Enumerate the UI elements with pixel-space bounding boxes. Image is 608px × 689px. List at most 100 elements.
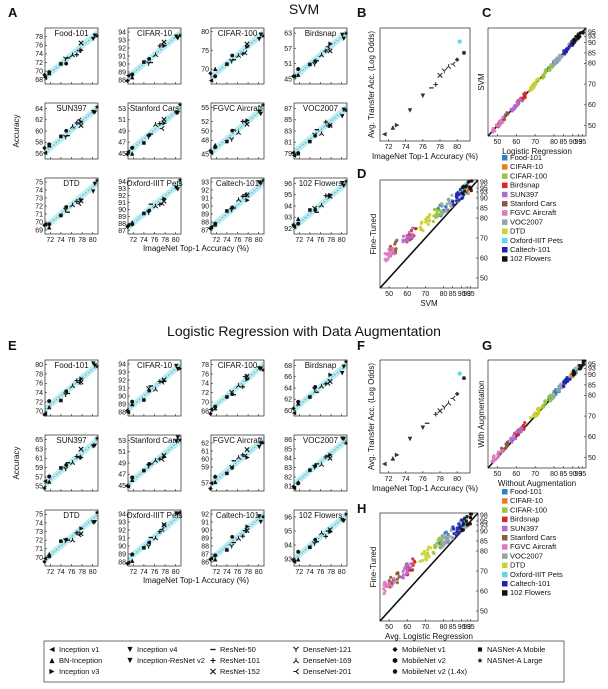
fit-line <box>127 107 182 153</box>
y-tick-label: 88 <box>201 219 209 226</box>
data-point <box>461 528 465 532</box>
data-point <box>162 196 167 201</box>
x-tick-label: 74 <box>57 569 65 576</box>
x-tick-label: 78 <box>327 237 335 244</box>
y-tick-label: 60 <box>35 128 43 135</box>
data-point <box>313 59 318 63</box>
x-tick-label: 76 <box>151 237 159 244</box>
subplot-title: SUN397 <box>56 436 87 445</box>
x-tick-label: 76 <box>419 144 427 151</box>
data-point <box>461 522 466 526</box>
subplot-title: Caltech-101 <box>216 179 260 188</box>
data-point <box>447 534 452 539</box>
data-point <box>512 437 516 441</box>
legend-label: 102 Flowers <box>510 588 551 597</box>
data-point <box>410 226 415 230</box>
fit-line <box>44 364 99 410</box>
y-tick-label: 60 <box>480 588 488 595</box>
data-point <box>245 197 250 203</box>
y-tick-label: 47 <box>118 140 126 147</box>
data-point <box>394 452 400 458</box>
data-point <box>559 55 564 59</box>
y-tick-label: 93 <box>480 522 488 529</box>
legend-marker <box>293 657 299 664</box>
data-point <box>446 197 450 202</box>
y-tick-label: 94 <box>118 29 126 36</box>
data-point <box>296 549 301 554</box>
data-point <box>409 562 413 566</box>
data-point <box>64 463 69 468</box>
data-point <box>422 549 427 554</box>
subplot-stanford-cars: Stanford Cars 45 47 49 51 53 <box>118 102 183 160</box>
x-tick-label: 95 <box>578 471 586 478</box>
legend-swatch <box>502 562 508 569</box>
y-tick-label: 92 <box>118 45 126 52</box>
data-point <box>431 219 435 224</box>
data-point <box>343 359 349 364</box>
data-point <box>296 72 301 77</box>
panel-letter-d: D <box>357 166 366 181</box>
data-point <box>443 531 447 535</box>
y-tick-label: 53 <box>118 438 126 445</box>
legend-marker <box>477 657 483 663</box>
data-point <box>537 77 541 81</box>
data-point <box>520 99 524 103</box>
y-tick-label: 85 <box>588 382 596 389</box>
data-point <box>457 530 461 534</box>
legend-swatch <box>502 498 508 504</box>
data-point <box>125 410 131 415</box>
data-point <box>407 108 413 113</box>
y-tick-label: 57 <box>201 480 209 487</box>
data-point <box>328 372 333 378</box>
data-point <box>153 52 159 58</box>
data-point <box>142 141 146 145</box>
data-point <box>47 474 52 479</box>
data-point <box>467 522 471 526</box>
data-point <box>245 455 250 460</box>
data-point <box>390 584 394 588</box>
x-tick-label: 85 <box>559 471 567 478</box>
data-point <box>64 205 69 209</box>
data-point <box>397 575 401 579</box>
subplot-102-flowers: 102 Flowers 92 93 94 95 96 72 74 76 78 80 <box>284 177 349 244</box>
y-tick-label: 90 <box>480 195 488 202</box>
x-tick-label: 80 <box>453 144 461 151</box>
data-point <box>125 408 130 413</box>
data-point <box>440 538 444 542</box>
legend-marker <box>293 668 299 675</box>
x-tick-label: 80 <box>89 237 97 244</box>
subplot-title: Food-101 <box>54 29 89 38</box>
data-point <box>42 485 47 491</box>
y-tick-label: 90 <box>201 203 209 210</box>
legend-swatch <box>502 201 508 207</box>
subplot-title: DTD <box>63 179 80 188</box>
y-tick-label: 71 <box>35 211 43 218</box>
subplot-voc2007: VOC2007 79 81 83 85 87 <box>284 102 349 160</box>
y-tick-label: 87 <box>284 106 292 113</box>
subplot-title: FGVC Aircraft <box>213 104 263 113</box>
y-tick-label: 96 <box>284 514 292 521</box>
data-point <box>493 458 497 462</box>
data-point <box>323 381 328 387</box>
legend-label: CIFAR-10 <box>510 162 543 171</box>
y-tick-label: 62 <box>201 440 209 447</box>
data-point <box>548 398 552 402</box>
y-tick-label: 91 <box>118 200 126 207</box>
fit-band <box>294 178 347 232</box>
data-point <box>313 537 318 542</box>
x-tick-label: 74 <box>57 237 65 244</box>
data-point <box>410 232 414 236</box>
legend-label: CIFAR-10 <box>510 496 543 505</box>
data-point <box>63 56 69 62</box>
fit-line <box>293 514 348 560</box>
data-point <box>91 189 96 194</box>
fit-band <box>211 28 264 82</box>
data-point <box>557 53 562 57</box>
fit-line <box>44 439 99 485</box>
data-point <box>59 213 63 218</box>
data-point <box>213 221 218 226</box>
data-point <box>59 398 63 403</box>
y-tick-label: 89 <box>201 211 209 218</box>
y-tick-label: 90 <box>588 40 596 47</box>
data-point <box>142 60 146 64</box>
